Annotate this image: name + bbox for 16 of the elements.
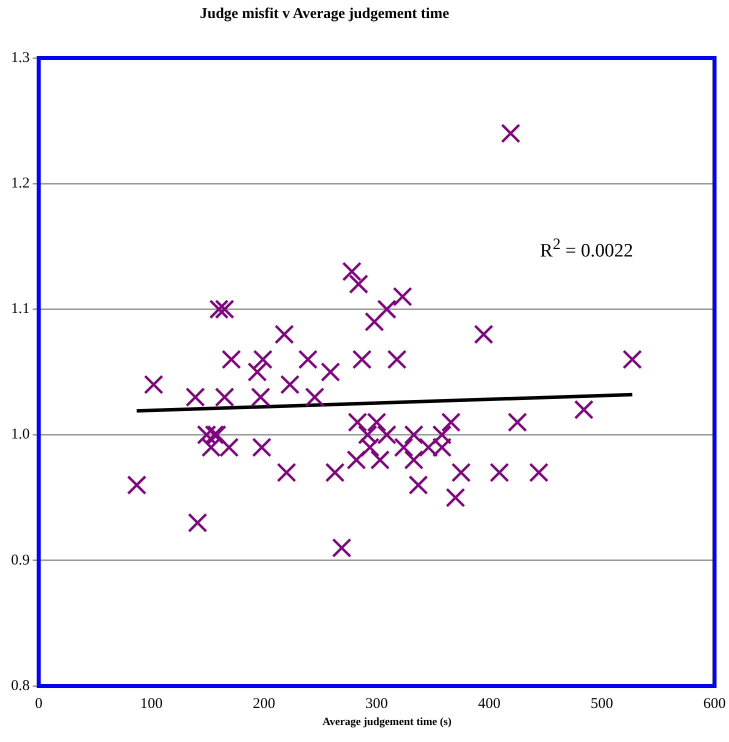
annotation: R$^{2}$ = 0.0022 [540,236,634,262]
x-tick-label: 400 [478,696,500,712]
y-tick-label: 1.3 [11,50,30,66]
x-tick-label: 200 [252,696,276,712]
y-tick-label: 0.9 [11,552,30,568]
chart-title: Judge misfit v Average judgement time [198,6,450,23]
y-tick-label: 1.1 [11,301,30,318]
x-tick-label: 300 [365,696,388,712]
y-tick-label: 1.2 [11,176,30,192]
x-axis-title: Average judgement time (s) [321,716,452,728]
x-tick-label: 500 [590,696,614,712]
y-tick-label: 0.8 [11,678,30,694]
y-tick-label: 1.0 [11,426,30,443]
x-tick-label: 100 [140,696,163,712]
x-tick-label: 0 [35,696,42,712]
x-tick-label: 600 [703,696,726,712]
